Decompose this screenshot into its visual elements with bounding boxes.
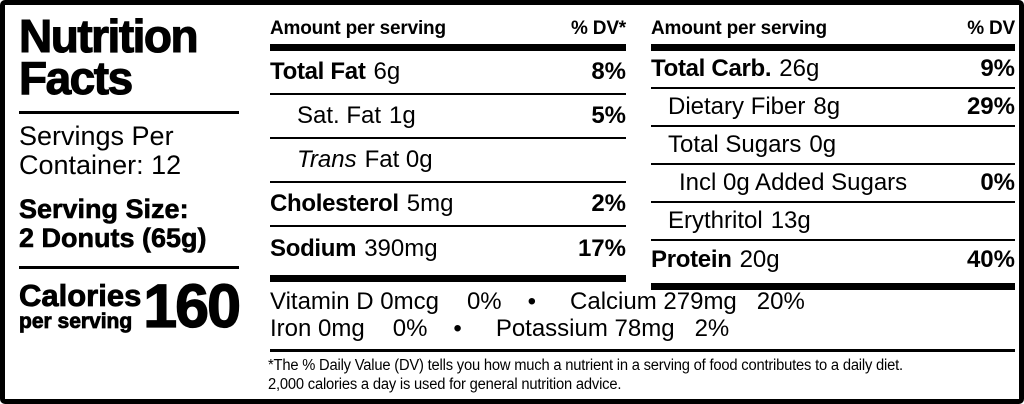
serving-size: Serving Size: 2 Donuts (65g) — [19, 194, 239, 253]
table-row-dietary-fiber: Dietary Fiber 8g 29% — [651, 89, 1015, 127]
nutrient-name: Incl 0g Added Sugars — [679, 169, 908, 196]
nutrient-name: Sat. Fat — [297, 102, 382, 129]
divider — [19, 266, 239, 269]
footnote-line-2: 2,000 calories a day is used for general… — [268, 375, 622, 393]
divider — [19, 111, 239, 114]
nutrient-amount: 20g — [739, 246, 780, 273]
nutrient-name: Protein — [651, 246, 732, 273]
percent-dv-label: % DV* — [571, 18, 626, 39]
nutrient-name: Total Fat — [270, 58, 366, 85]
bullet-separator: • — [527, 288, 537, 315]
nutrient-name: Sodium — [270, 235, 357, 262]
thick-divider — [270, 275, 626, 282]
nutrient-name: Cholesterol — [270, 190, 399, 217]
nutrient-dv: 8% — [591, 58, 626, 85]
table-row-total-fat: Total Fat 6g 8% — [270, 51, 626, 95]
table-row-total-sugars: Total Sugars 0g — [651, 127, 1015, 165]
nutrient-dv: 0% — [980, 169, 1015, 196]
percent-dv-label: % DV — [967, 18, 1015, 39]
table-row-sodium: Sodium 390mg 17% — [270, 227, 626, 271]
thick-divider — [651, 44, 1015, 51]
nutrient-name: Total Sugars — [668, 131, 802, 158]
micronutrient-line-1: Vitamin D 0mcg 0% • Calcium 279mg 20% — [270, 288, 1015, 315]
nutrient-name: Total Carb. — [651, 55, 772, 82]
micro-dv: 0% — [392, 315, 428, 342]
table-row-cholesterol: Cholesterol 5mg 2% — [270, 183, 626, 227]
fat-column-header: Amount per serving % DV* — [270, 11, 626, 40]
thick-divider — [270, 44, 626, 51]
micro-dv: 0% — [466, 288, 502, 315]
micro-item: Iron 0mg — [270, 315, 365, 342]
nutrient-amount: 5mg — [406, 190, 454, 217]
nutrient-amount: 0g — [809, 131, 837, 158]
micro-item: Vitamin D 0mcg — [270, 288, 439, 315]
page-title: Nutrition Facts — [18, 9, 239, 104]
title-line-1: Nutrition — [18, 10, 199, 62]
nutrient-amount: 390mg — [364, 235, 438, 262]
table-row-sat-fat: Sat. Fat 1g 5% — [270, 95, 626, 139]
table-row-total-carb: Total Carb. 26g 9% — [651, 51, 1015, 89]
fat-column: Amount per serving % DV* Total Fat 6g 8% … — [270, 11, 626, 282]
serving-size-value: 2 Donuts (65g) — [19, 223, 207, 253]
nutrient-dv: 2% — [591, 190, 626, 217]
calories-row: Calories per serving 160 — [19, 272, 242, 340]
nutrient-amount: 13g — [770, 207, 811, 234]
micro-dv: 20% — [756, 288, 805, 315]
nutrient-name-italic: Trans — [297, 146, 357, 173]
nutrient-amount: Fat 0g — [364, 146, 433, 173]
nutrient-amount: 8g — [813, 93, 841, 120]
nutrient-dv: 9% — [980, 55, 1015, 82]
thick-divider — [651, 283, 1015, 290]
bullet-separator: • — [453, 315, 462, 342]
servings-per-container: Servings Per Container: 12 — [19, 122, 239, 180]
nutrient-amount: 26g — [779, 55, 820, 82]
micronutrients-section: Vitamin D 0mcg 0% • Calcium 279mg 20% Ir… — [270, 288, 1015, 352]
micro-item: Potassium 78mg — [495, 315, 675, 342]
serving-size-label: Serving Size: — [19, 194, 189, 224]
calories-label: Calories — [19, 277, 142, 313]
micro-dv: 2% — [694, 315, 730, 342]
servings-line-1: Servings Per — [19, 121, 174, 151]
table-row-trans-fat: Trans Fat 0g — [270, 139, 626, 183]
table-row-erythritol: Erythritol 13g — [651, 203, 1015, 241]
table-row-added-sugars: Incl 0g Added Sugars 0% — [651, 165, 1015, 203]
servings-line-2: Container: 12 — [19, 150, 182, 180]
dv-footnote: *The % Daily Value (DV) tells you how mu… — [268, 357, 1009, 394]
micronutrient-line-2: Iron 0mg 0% • Potassium 78mg 2% — [270, 315, 1015, 342]
nutrient-name: Dietary Fiber — [668, 93, 806, 120]
carb-column: Amount per serving % DV Total Carb. 26g 9… — [651, 11, 1015, 290]
calories-sublabel: per serving — [19, 309, 133, 333]
nutrient-name: Erythritol — [668, 207, 763, 234]
nutrient-amount: 6g — [373, 58, 401, 85]
micro-item: Calcium 279mg — [570, 288, 737, 315]
footnote-line-1: *The % Daily Value (DV) tells you how mu… — [268, 357, 903, 374]
label-left-panel: Nutrition Facts Servings Per Container: … — [18, 9, 242, 340]
nutrient-dv: 17% — [577, 235, 626, 262]
table-row-protein: Protein 20g 40% — [651, 241, 1015, 279]
carb-column-header: Amount per serving % DV — [651, 11, 1015, 40]
amount-per-serving-label: Amount per serving — [270, 18, 446, 39]
title-line-2: Facts — [18, 52, 133, 104]
calories-label-group: Calories per serving — [19, 277, 142, 333]
calories-value: 160 — [143, 272, 242, 340]
nutrient-dv: 40% — [966, 246, 1015, 273]
amount-per-serving-label: Amount per serving — [651, 18, 827, 39]
nutrient-amount: 1g — [389, 102, 416, 129]
nutrient-dv: 5% — [591, 102, 626, 129]
nutrient-dv: 29% — [966, 93, 1015, 120]
